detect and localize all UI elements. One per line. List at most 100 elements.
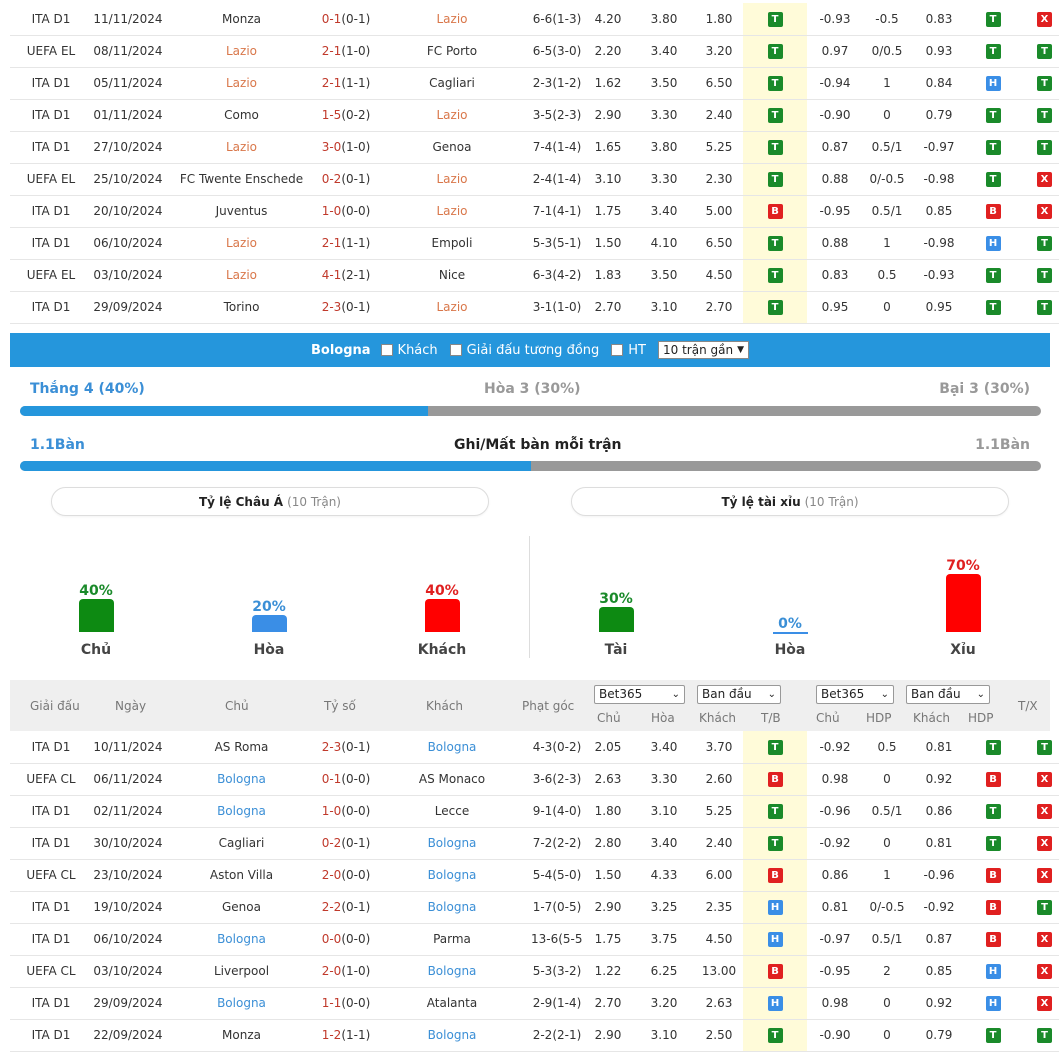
bookmaker-select-2[interactable]: Bet365 ⌄ — [816, 685, 894, 704]
over-under-result-cell: T — [1019, 35, 1059, 68]
score-cell[interactable]: 2-3(0-1) — [319, 291, 373, 324]
away-team-cell[interactable]: FC Porto — [373, 35, 531, 68]
odds-away-cell: 3.20 — [695, 35, 743, 68]
away-team-cell[interactable]: Empoli — [373, 227, 531, 260]
home-team-cell[interactable]: Lazio — [164, 259, 319, 292]
odds-home-cell: 2.63 — [583, 763, 633, 796]
hdp-away-cell: -0.97 — [911, 131, 967, 164]
odds-draw-cell: 4.10 — [633, 227, 695, 260]
recent-matches-select[interactable]: 10 trận gần ▼ — [658, 341, 749, 359]
home-team-cell[interactable]: Bologna — [164, 987, 319, 1020]
over-under-badge: X — [1037, 11, 1052, 27]
opening-select-2[interactable]: Ban đầu ⌄ — [906, 685, 990, 704]
chevron-down-icon: ⌄ — [767, 689, 776, 700]
score-cell[interactable]: 1-5(0-2) — [319, 99, 373, 132]
away-team-cell[interactable]: Lazio — [373, 163, 531, 196]
half-time-score: (0-0) — [341, 868, 371, 882]
away-team-cell[interactable]: Cagliari — [373, 67, 531, 100]
score-cell[interactable]: 2-3(0-1) — [319, 731, 373, 764]
bar-category-label: Khách — [417, 642, 467, 658]
over-under-badge: T — [1037, 140, 1052, 155]
home-team-cell[interactable]: AS Roma — [164, 731, 319, 764]
score-cell[interactable]: 1-1(0-0) — [319, 987, 373, 1020]
full-time-score: 1-1 — [321, 996, 342, 1010]
score-cell[interactable]: 2-1(1-0) — [319, 35, 373, 68]
result-badge: T — [767, 140, 783, 155]
away-team-cell[interactable]: Genoa — [373, 131, 531, 164]
home-team-cell[interactable]: Bologna — [164, 795, 319, 828]
score-cell[interactable]: 2-2(0-1) — [319, 891, 373, 924]
home-team-cell[interactable]: Lazio — [164, 35, 319, 68]
over-under-tab[interactable]: Tỷ lệ tài xỉu (10 Trận) — [571, 487, 1009, 516]
away-team-cell[interactable]: Bologna — [373, 731, 531, 764]
home-team-cell[interactable]: Como — [164, 99, 319, 132]
date-cell: 05/11/2024 — [92, 67, 164, 100]
hdp-result-cell: B — [967, 923, 1019, 956]
same-league-checkbox[interactable] — [449, 344, 462, 356]
score-cell[interactable]: 2-0(0-0) — [319, 859, 373, 892]
bar-category-label: Hòa — [253, 642, 285, 658]
odds-away-cell: 6.50 — [695, 227, 743, 260]
date-cell: 20/10/2024 — [92, 195, 164, 228]
home-team-cell[interactable]: Monza — [164, 3, 319, 36]
result-badge: T — [767, 836, 783, 851]
ht-checkbox[interactable] — [611, 344, 624, 356]
result-badge: B — [767, 868, 783, 883]
home-team-cell[interactable]: FC Twente Enschede — [164, 163, 319, 196]
score-cell[interactable]: 0-0(0-0) — [319, 923, 373, 956]
away-team-cell[interactable]: AS Monaco — [373, 763, 531, 796]
away-team-cell[interactable]: Lazio — [373, 195, 531, 228]
home-team-cell[interactable]: Genoa — [164, 891, 319, 924]
away-team-cell[interactable]: Lecce — [373, 795, 531, 828]
league-cell: ITA D1 — [10, 891, 92, 924]
col-odds-away: Khách — [699, 711, 737, 725]
away-team-cell[interactable]: Bologna — [373, 955, 531, 988]
score-cell[interactable]: 3-0(1-0) — [319, 131, 373, 164]
away-team-cell[interactable]: Bologna — [373, 891, 531, 924]
score-cell[interactable]: 0-2(0-1) — [319, 163, 373, 196]
home-team-cell[interactable]: Lazio — [164, 67, 319, 100]
away-team-cell[interactable]: Lazio — [373, 291, 531, 324]
home-team-cell[interactable]: Aston Villa — [164, 859, 319, 892]
odds-draw-cell: 4.33 — [633, 859, 695, 892]
opening-select-1[interactable]: Ban đầu ⌄ — [697, 685, 781, 704]
score-cell[interactable]: 1-0(0-0) — [319, 795, 373, 828]
score-cell[interactable]: 0-1(0-1) — [319, 3, 373, 36]
home-team-cell[interactable]: Monza — [164, 1019, 319, 1052]
away-team-cell[interactable]: Bologna — [373, 859, 531, 892]
goals-title: Ghi/Mất bàn mỗi trận — [454, 437, 622, 453]
away-team-cell[interactable]: Nice — [373, 259, 531, 292]
away-team-cell[interactable]: Lazio — [373, 3, 531, 36]
corners-cell: 2-3(1-2) — [531, 67, 583, 100]
score-cell[interactable]: 2-1(1-1) — [319, 227, 373, 260]
asian-handicap-tab[interactable]: Tỷ lệ Châu Á (10 Trận) — [51, 487, 489, 516]
home-team-cell[interactable]: Lazio — [164, 131, 319, 164]
away-team-cell[interactable]: Atalanta — [373, 987, 531, 1020]
away-team-cell[interactable]: Lazio — [373, 99, 531, 132]
score-cell[interactable]: 0-2(0-1) — [319, 827, 373, 860]
bookmaker-select-1[interactable]: Bet365 ⌄ — [594, 685, 685, 704]
odds-home-cell: 2.80 — [583, 827, 633, 860]
home-team-cell[interactable]: Bologna — [164, 763, 319, 796]
home-team-cell[interactable]: Torino — [164, 291, 319, 324]
score-cell[interactable]: 1-0(0-0) — [319, 195, 373, 228]
chevron-down-icon: ⌄ — [880, 689, 889, 700]
odds-draw-cell: 6.25 — [633, 955, 695, 988]
home-team-cell[interactable]: Lazio — [164, 227, 319, 260]
home-team-cell[interactable]: Cagliari — [164, 827, 319, 860]
away-team-cell[interactable]: Bologna — [373, 1019, 531, 1052]
score-cell[interactable]: 2-0(1-0) — [319, 955, 373, 988]
away-team-cell[interactable]: Bologna — [373, 827, 531, 860]
away-checkbox[interactable] — [380, 344, 393, 356]
col-score: Tỷ số — [324, 699, 356, 713]
score-cell[interactable]: 2-1(1-1) — [319, 67, 373, 100]
score-cell[interactable]: 0-1(0-0) — [319, 763, 373, 796]
home-team-cell[interactable]: Juventus — [164, 195, 319, 228]
over-under-result-cell: X — [1019, 763, 1059, 796]
score-cell[interactable]: 4-1(2-1) — [319, 259, 373, 292]
hdp-away-cell: -0.92 — [911, 891, 967, 924]
home-team-cell[interactable]: Liverpool — [164, 955, 319, 988]
score-cell[interactable]: 1-2(1-1) — [319, 1019, 373, 1052]
away-team-cell[interactable]: Parma — [373, 923, 531, 956]
home-team-cell[interactable]: Bologna — [164, 923, 319, 956]
